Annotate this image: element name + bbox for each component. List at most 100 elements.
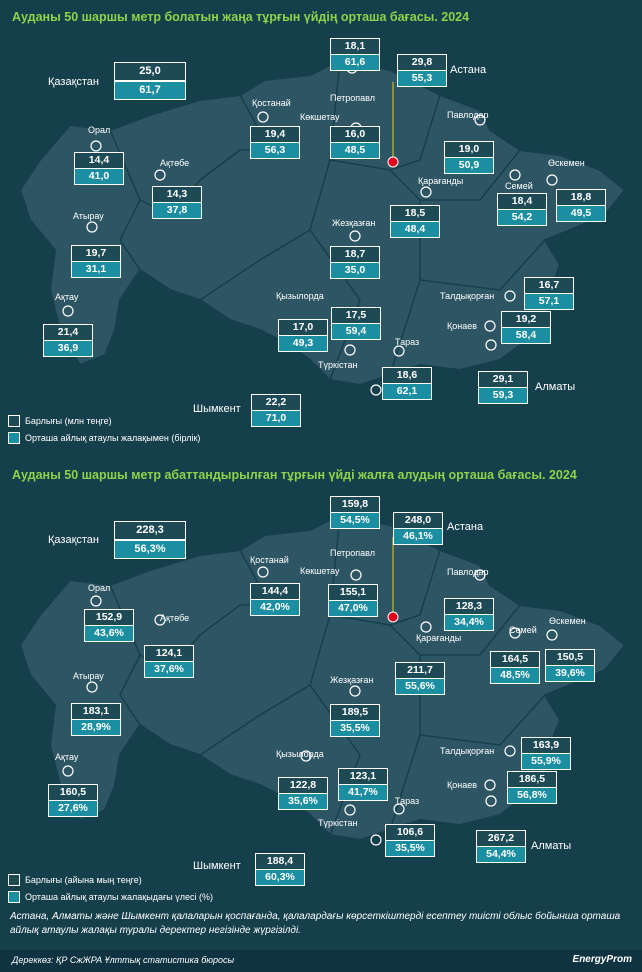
box-atyrau-top: 19,7 — [71, 245, 121, 262]
box-semey-top: 18,4 — [497, 193, 547, 210]
box-turkistan-top: 18,6 — [382, 367, 432, 384]
box-oral-bot: 43,6% — [84, 625, 134, 642]
label-turkistan: Түркістан — [318, 360, 358, 370]
brand-logo: EnergyProm — [572, 954, 632, 965]
box-taraz-top: 123,1 — [338, 768, 388, 785]
legend-label-ratio: Орташа айлық атаулы жалақыдағы үлесі (%) — [25, 892, 213, 902]
box-petropavl-top: 159,8 — [330, 496, 380, 513]
label-petropavl: Петропавл — [330, 93, 376, 103]
legend-label-ratio: Орташа айлық атаулы жалақымен (бірлік) — [25, 433, 201, 443]
label-zhezkazgan: Жезқазған — [330, 675, 374, 685]
label-oral: Орал — [88, 125, 111, 135]
box-kazakhstan-bot: 56,3% — [114, 540, 186, 559]
box-aktau-bot: 27,6% — [48, 800, 98, 817]
box-konaev-top: 19,2 — [501, 311, 551, 328]
box-almaty-bot: 54,4% — [476, 846, 526, 863]
box-turkistan-bot: 35,5% — [385, 840, 435, 857]
box-taraz-bot: 59,4 — [331, 323, 381, 340]
box-konaev-bot: 56,8% — [507, 787, 557, 804]
label-taldykorgan: Талдықорған — [440, 746, 495, 756]
box-oskemen-bot: 49,5 — [556, 205, 606, 222]
box-shymkent-top: 188,4 — [255, 853, 305, 870]
label-kyzylorda: Қызылорда — [276, 291, 324, 301]
astana-marker — [387, 611, 399, 623]
label-atyrau: Атырау — [73, 671, 104, 681]
box-kazakhstan-bot: 61,7 — [114, 81, 186, 100]
box-karaganda-top: 211,7 — [395, 662, 445, 679]
label-almaty: Алматы — [531, 840, 572, 852]
label-kokshetau: Көкшетау — [300, 112, 340, 122]
label-aktau: Ақтау — [55, 752, 79, 762]
box-aktau-top: 21,4 — [43, 324, 93, 341]
box-kostanay-top: 144,4 — [250, 583, 300, 600]
box-aktobe-bot: 37,6% — [144, 661, 194, 678]
legend-swatch-total — [8, 415, 20, 427]
box-karaganda-bot: 55,6% — [395, 678, 445, 695]
box-konaev-top: 186,5 — [507, 771, 557, 788]
label-pavlodar: Павлодар — [447, 567, 489, 577]
label-taraz: Тараз — [395, 337, 420, 347]
box-oral-bot: 41,0 — [74, 168, 124, 185]
label-almaty: Алматы — [535, 381, 576, 393]
box-pavlodar-top: 128,3 — [444, 598, 494, 615]
box-aktobe-bot: 37,8 — [152, 202, 202, 219]
label-taldykorgan: Талдықорған — [440, 291, 495, 301]
box-taraz-bot: 41,7% — [338, 784, 388, 801]
box-aktobe-top: 14,3 — [152, 186, 202, 203]
box-taldykorgan-top: 163,9 — [521, 737, 571, 754]
legend: Барлығы (млн теңге) Орташа айлық атаулы … — [8, 415, 200, 449]
box-shymkent-bot: 71,0 — [251, 410, 301, 427]
panel-title: Ауданы 50 шаршы метр болатын жаңа тұрғын… — [12, 10, 470, 24]
label-kostanay: Қостанай — [252, 98, 291, 108]
box-oskemen-bot: 39,6% — [545, 665, 595, 682]
label-turkistan: Түркістан — [318, 818, 358, 828]
panel-new-housing-price: Ауданы 50 шаршы метр болатын жаңа тұрғын… — [0, 0, 642, 455]
box-oskemen-top: 18,8 — [556, 189, 606, 206]
box-kyzylorda-bot: 35,6% — [278, 793, 328, 810]
box-astana-top: 248,0 — [393, 512, 443, 529]
box-kyzylorda-bot: 49,3 — [278, 335, 328, 352]
label-zhezkazgan: Жезқазған — [332, 218, 376, 228]
label-aktobe: Ақтөбе — [160, 613, 190, 623]
box-almaty-bot: 59,3 — [478, 387, 528, 404]
methodology-note: Астана, Алматы және Шымкент қалаларын қо… — [10, 911, 621, 936]
legend-swatch-ratio — [8, 432, 20, 444]
box-zhezkazgan-bot: 35,0 — [330, 262, 380, 279]
label-shymkent: Шымкент — [193, 860, 241, 872]
label-astana: Астана — [450, 64, 487, 76]
box-pavlodar-bot: 50,9 — [444, 157, 494, 174]
box-astana-top: 29,8 — [397, 54, 447, 71]
box-kokshetau-top: 16,0 — [330, 126, 380, 143]
label-oskemen: Өскемен — [549, 616, 586, 626]
box-kazakhstan-top: 228,3 — [114, 521, 186, 540]
box-semey-bot: 54,2 — [497, 209, 547, 226]
label-astana: Астана — [447, 521, 484, 533]
box-shymkent-top: 22,2 — [251, 394, 301, 411]
box-astana-bot: 55,3 — [397, 70, 447, 87]
label-karaganda: Қарағанды — [418, 176, 464, 186]
box-karaganda-bot: 48,4 — [390, 221, 440, 238]
panel-title: Ауданы 50 шаршы метр абаттандырылған тұр… — [12, 468, 577, 482]
legend-swatch-ratio — [8, 891, 20, 903]
label-aktobe: Ақтөбе — [160, 158, 190, 168]
box-kostanay-bot: 56,3 — [250, 142, 300, 159]
box-kyzylorda-top: 122,8 — [278, 777, 328, 794]
box-aktobe-top: 124,1 — [144, 645, 194, 662]
box-kostanay-top: 19,4 — [250, 126, 300, 143]
box-zhezkazgan-top: 189,5 — [330, 704, 380, 721]
label-kokshetau: Көкшетау — [300, 566, 340, 576]
box-taldykorgan-bot: 57,1 — [524, 293, 574, 310]
legend-swatch-total — [8, 874, 20, 886]
box-kokshetau-bot: 48,5 — [330, 142, 380, 159]
label-kazakhstan: Қазақстан — [48, 534, 99, 546]
box-oskemen-top: 150,5 — [545, 649, 595, 666]
box-kokshetau-top: 155,1 — [328, 584, 378, 601]
box-turkistan-top: 106,6 — [385, 824, 435, 841]
box-kazakhstan-top: 25,0 — [114, 62, 186, 81]
astana-marker — [387, 156, 399, 168]
box-aktau-top: 160,5 — [48, 784, 98, 801]
label-atyrau: Атырау — [73, 211, 104, 221]
legend-label-total: Барлығы (айына мың теңге) — [25, 875, 142, 885]
label-oskemen: Өскемен — [548, 158, 585, 168]
box-almaty-top: 267,2 — [476, 830, 526, 847]
